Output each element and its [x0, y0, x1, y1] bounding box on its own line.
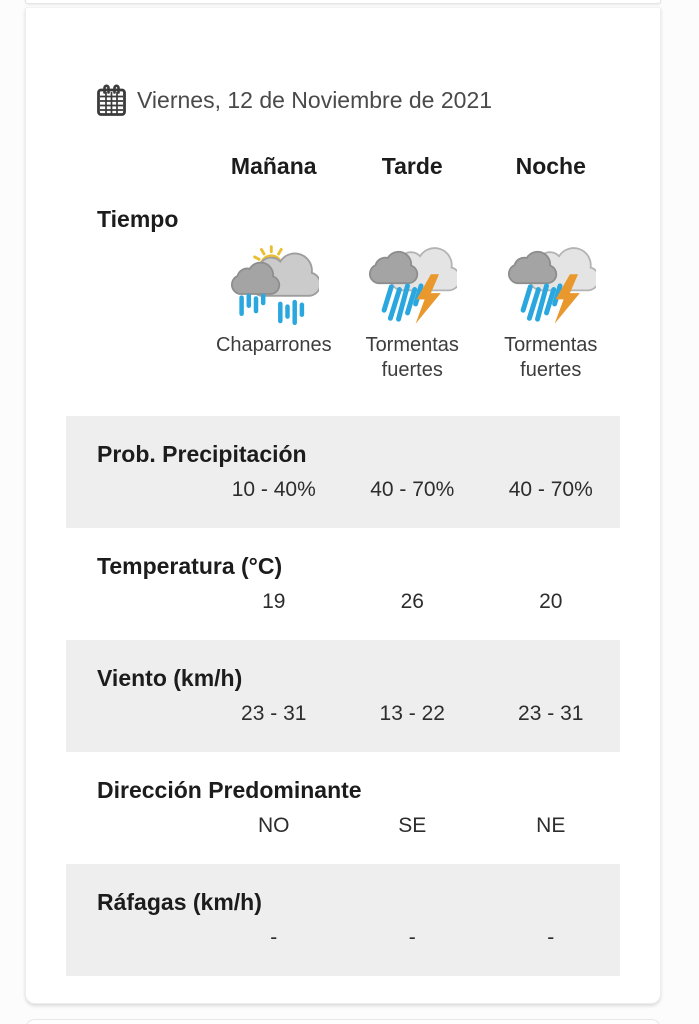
next-card-edge [25, 1019, 661, 1024]
wind-direction-tarde: SE [398, 814, 427, 837]
gusts-tarde: - [408, 926, 416, 949]
row-gusts-label: Ráfagas (km/h) [97, 889, 262, 915]
row-wind-direction: Dirección Predominante NO SE NE [66, 752, 620, 864]
gusts-noche: - [547, 926, 555, 949]
row-wind: Viento (km/h) 23 - 31 13 - 22 23 - 31 [66, 640, 620, 752]
wind-tarde: 13 - 22 [379, 702, 445, 725]
column-header-tarde: Tarde [381, 153, 443, 179]
date-header: Viernes, 12 de Noviembre de 2021 [96, 84, 660, 117]
row-wind-direction-label: Dirección Predominante [97, 777, 362, 803]
forecast-table: Mañana Tarde Noche Tiempo [66, 153, 620, 976]
thunderstorm-icon [369, 247, 458, 324]
column-header-manana: Mañana [230, 153, 317, 179]
weather-row-label: Tiempo [97, 206, 179, 232]
precipitation-noche: 40 - 70% [508, 478, 593, 501]
weather-cell-noche: Tormentas fuertes [482, 240, 621, 383]
row-wind-label: Viento (km/h) [97, 665, 243, 691]
column-headers: Mañana Tarde Noche [66, 153, 620, 179]
weather-caption-noche: Tormentas fuertes [504, 334, 598, 381]
precipitation-manana: 10 - 40% [231, 478, 316, 501]
weather-icons: Chaparrones [66, 240, 620, 383]
forecast-day-card: Viernes, 12 de Noviembre de 2021 Mañana … [25, 7, 661, 1004]
weather-caption-tarde: Tormentas fuertes [365, 334, 459, 381]
temperature-noche: 20 [539, 590, 563, 613]
weather-caption-manana: Chaparrones [215, 334, 332, 356]
row-temperature: Temperatura (°C) 19 26 20 [66, 528, 620, 640]
previous-card-edge [25, 0, 661, 4]
wind-noche: 23 - 31 [518, 702, 584, 725]
gusts-manana: - [270, 926, 278, 949]
column-header-noche: Noche [515, 153, 586, 179]
date-label: Viernes, 12 de Noviembre de 2021 [137, 87, 493, 113]
temperature-manana: 19 [262, 590, 286, 613]
wind-direction-manana: NO [258, 814, 290, 837]
weather-cell-manana: Chaparrones [205, 240, 344, 383]
weather-row: Tiempo [66, 206, 620, 383]
calendar-icon [97, 84, 126, 116]
wind-direction-noche: NE [536, 814, 566, 837]
wind-manana: 23 - 31 [241, 702, 307, 725]
temperature-tarde: 26 [400, 590, 424, 613]
row-temperature-label: Temperatura (°C) [97, 553, 283, 579]
row-precipitation-label: Prob. Precipitación [97, 441, 307, 467]
sun-rain-showers-icon [230, 245, 319, 326]
row-precipitation: Prob. Precipitación 10 - 40% 40 - 70% 40… [66, 416, 620, 528]
precipitation-tarde: 40 - 70% [370, 478, 455, 501]
weather-cell-tarde: Tormentas fuertes [343, 240, 482, 383]
row-gusts: Ráfagas (km/h) - - - [66, 864, 620, 976]
thunderstorm-icon [507, 247, 596, 324]
data-rows: Prob. Precipitación 10 - 40% 40 - 70% 40… [66, 416, 620, 976]
